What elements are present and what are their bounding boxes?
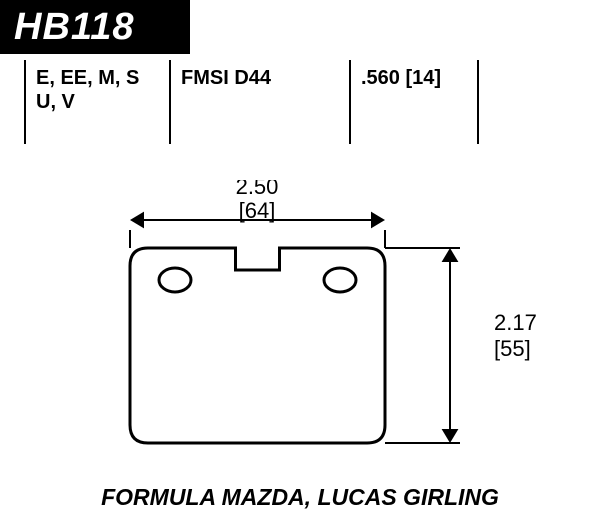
brake-pad-diagram: 2.50[64] 2.17[55] <box>80 180 560 460</box>
height-inches: 2.17 <box>494 310 537 335</box>
width-mm: [64] <box>239 198 276 223</box>
spec-cell-text: E, EE, M, S <box>36 66 159 90</box>
spec-cell-text: U, V <box>36 90 159 114</box>
spec-column: FMSI D44 <box>169 60 349 144</box>
pad-hole <box>159 268 191 292</box>
spec-cell-text: .560 [14] <box>361 66 467 90</box>
spec-table: E, EE, M, SU, V FMSI D44 .560 [14] <box>24 60 479 144</box>
spec-cell-text: FMSI D44 <box>181 66 339 90</box>
width-inches: 2.50 <box>236 180 279 199</box>
height-mm: [55] <box>494 336 531 361</box>
part-number-badge: HB118 <box>0 0 190 54</box>
application-footer-text: FORMULA MAZDA, LUCAS GIRLING <box>101 484 499 510</box>
application-footer: FORMULA MAZDA, LUCAS GIRLING <box>0 484 600 511</box>
spec-column: E, EE, M, SU, V <box>24 60 169 144</box>
pad-outline <box>130 248 385 443</box>
pad-hole <box>324 268 356 292</box>
spec-column: .560 [14] <box>349 60 479 144</box>
part-number-text: HB118 <box>14 6 134 49</box>
